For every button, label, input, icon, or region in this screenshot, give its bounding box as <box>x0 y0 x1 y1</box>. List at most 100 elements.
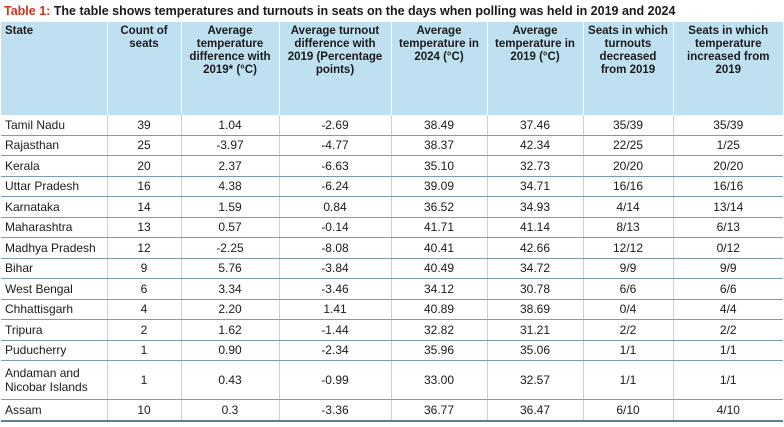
value-cell: 9/9 <box>673 258 783 279</box>
column-header: Average temperature in 2019 (°C) <box>487 22 583 115</box>
value-cell: 42.34 <box>487 135 583 156</box>
value-cell: 39 <box>107 115 181 135</box>
value-cell: 5.76 <box>181 258 279 279</box>
value-cell: -2.69 <box>279 115 391 135</box>
caption-label: Table 1: <box>4 4 50 18</box>
value-cell: 35/39 <box>583 115 673 135</box>
state-cell: Puducherry <box>1 340 107 361</box>
value-cell: 39.09 <box>391 176 487 197</box>
value-cell: -1.44 <box>279 320 391 341</box>
value-cell: -3.84 <box>279 258 391 279</box>
value-cell: 2.20 <box>181 299 279 320</box>
state-cell: Andaman and Nicobar Islands <box>1 361 107 400</box>
value-cell: 2/2 <box>583 320 673 341</box>
value-cell: 32.73 <box>487 156 583 177</box>
header-row: State Count of seats Average temperature d… <box>1 22 783 115</box>
value-cell: -4.77 <box>279 135 391 156</box>
value-cell: 41.71 <box>391 217 487 238</box>
table-row: Puducherry 1 0.90 -2.34 35.96 35.06 1/1 1/1 <box>1 340 783 361</box>
value-cell: 13 <box>107 217 181 238</box>
value-cell: 22/25 <box>583 135 673 156</box>
value-cell: 0.84 <box>279 197 391 218</box>
value-cell: 20 <box>107 156 181 177</box>
value-cell: 6/6 <box>583 279 673 300</box>
value-cell: 32.82 <box>391 320 487 341</box>
value-cell: 40.41 <box>391 238 487 259</box>
value-cell: 38.69 <box>487 299 583 320</box>
state-cell: Kerala <box>1 156 107 177</box>
table-row: Uttar Pradesh 16 4.38 -6.24 39.09 34.71 16/16 1… <box>1 176 783 197</box>
value-cell: 1/1 <box>583 340 673 361</box>
table-row: Assam 10 0.3 -3.36 36.77 36.47 6/10 4/10 <box>1 400 783 421</box>
value-cell: 3.34 <box>181 279 279 300</box>
value-cell: 8/13 <box>583 217 673 238</box>
caption-text: The table shows temperatures and turnout… <box>50 4 675 18</box>
value-cell: 40.49 <box>391 258 487 279</box>
state-cell: Uttar Pradesh <box>1 176 107 197</box>
value-cell: 34.72 <box>487 258 583 279</box>
value-cell: 4.38 <box>181 176 279 197</box>
value-cell: 10 <box>107 400 181 421</box>
value-cell: 1.04 <box>181 115 279 135</box>
value-cell: 0/4 <box>583 299 673 320</box>
state-cell: Chhattisgarh <box>1 299 107 320</box>
value-cell: 38.49 <box>391 115 487 135</box>
value-cell: 1/1 <box>583 361 673 400</box>
value-cell: 20/20 <box>583 156 673 177</box>
table-row: Maharashtra 13 0.57 -0.14 41.71 41.14 8/13 6/13 <box>1 217 783 238</box>
value-cell: 6 <box>107 279 181 300</box>
value-cell: 34.12 <box>391 279 487 300</box>
value-cell: 6/13 <box>673 217 783 238</box>
value-cell: -3.97 <box>181 135 279 156</box>
value-cell: 1.59 <box>181 197 279 218</box>
value-cell: 42.66 <box>487 238 583 259</box>
value-cell: 1 <box>107 340 181 361</box>
value-cell: -2.25 <box>181 238 279 259</box>
state-cell: Rajasthan <box>1 135 107 156</box>
value-cell: 6/6 <box>673 279 783 300</box>
value-cell: 0.43 <box>181 361 279 400</box>
table-row: Bihar 9 5.76 -3.84 40.49 34.72 9/9 9/9 <box>1 258 783 279</box>
value-cell: -2.34 <box>279 340 391 361</box>
value-cell: -0.99 <box>279 361 391 400</box>
table-row: Kerala 20 2.37 -6.63 35.10 32.73 20/20 20/20 <box>1 156 783 177</box>
value-cell: 0.90 <box>181 340 279 361</box>
value-cell: 40.89 <box>391 299 487 320</box>
table-row: Chhattisgarh 4 2.20 1.41 40.89 38.69 0/4 4/4 <box>1 299 783 320</box>
value-cell: 38.37 <box>391 135 487 156</box>
value-cell: 16 <box>107 176 181 197</box>
state-cell: Maharashtra <box>1 217 107 238</box>
value-cell: 35/39 <box>673 115 783 135</box>
value-cell: 4 <box>107 299 181 320</box>
value-cell: 1/25 <box>673 135 783 156</box>
state-cell: Bihar <box>1 258 107 279</box>
value-cell: 2/2 <box>673 320 783 341</box>
value-cell: 2.37 <box>181 156 279 177</box>
column-header: Seats in which turnouts decreased from 2… <box>583 22 673 115</box>
value-cell: 1/1 <box>673 361 783 400</box>
value-cell: 16/16 <box>673 176 783 197</box>
data-table: State Count of seats Average temperature d… <box>1 22 783 422</box>
state-cell: West Bengal <box>1 279 107 300</box>
value-cell: 32.57 <box>487 361 583 400</box>
table-caption: Table 1: The table shows temperatures an… <box>0 0 784 22</box>
value-cell: -6.24 <box>279 176 391 197</box>
column-header: Average temperature difference with 2019… <box>181 22 279 115</box>
value-cell: 36.77 <box>391 400 487 421</box>
value-cell: 34.93 <box>487 197 583 218</box>
table-row: Karnataka 14 1.59 0.84 36.52 34.93 4/14 13/14 <box>1 197 783 218</box>
value-cell: 0/12 <box>673 238 783 259</box>
value-cell: -3.46 <box>279 279 391 300</box>
state-cell: Tripura <box>1 320 107 341</box>
value-cell: 35.06 <box>487 340 583 361</box>
table-row: Tamil Nadu 39 1.04 -2.69 38.49 37.46 35/39 35/3… <box>1 115 783 135</box>
value-cell: 6/10 <box>583 400 673 421</box>
value-cell: 0.3 <box>181 400 279 421</box>
table-body: Tamil Nadu 39 1.04 -2.69 38.49 37.46 35/39 35/3… <box>1 115 783 421</box>
value-cell: 16/16 <box>583 176 673 197</box>
value-cell: 1 <box>107 361 181 400</box>
value-cell: 4/4 <box>673 299 783 320</box>
column-header: State <box>1 22 107 115</box>
value-cell: 36.52 <box>391 197 487 218</box>
